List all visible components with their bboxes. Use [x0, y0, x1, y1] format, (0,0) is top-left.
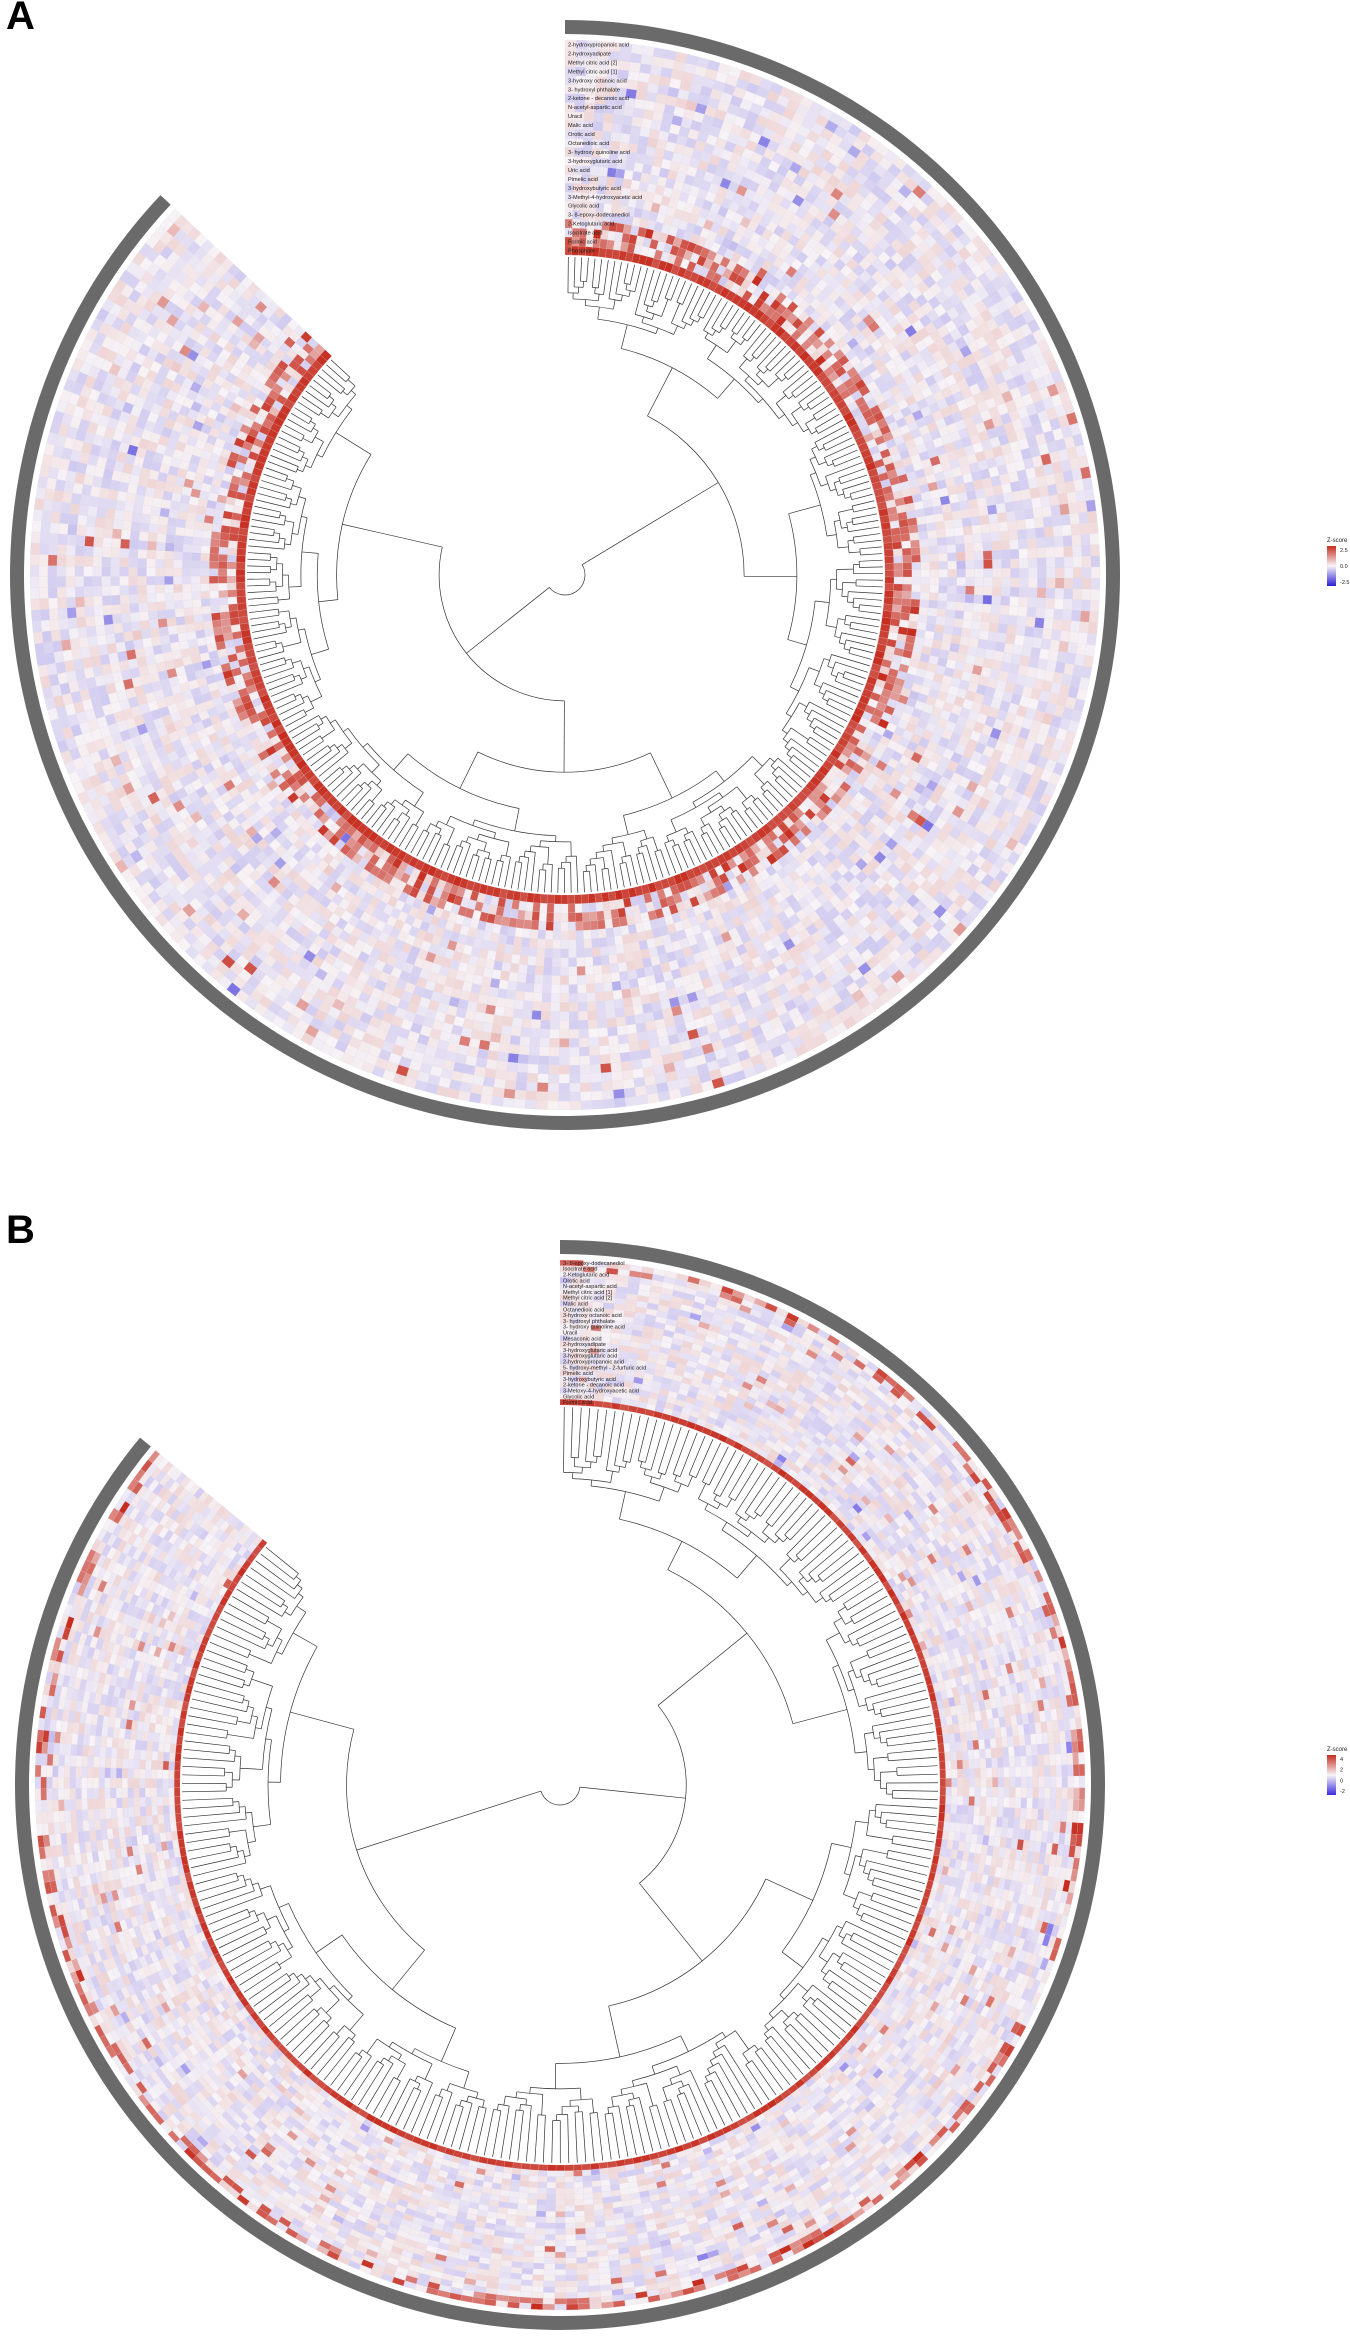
row-label: Malic acid — [563, 1302, 588, 1308]
row-label: 3-Methyl-4-hydroxyacetic acid — [568, 195, 642, 201]
panel-letter-a: A — [6, 0, 35, 38]
row-label: Uracil — [563, 1331, 577, 1337]
row-label: 2-hydroxypropanoic acid — [563, 1360, 624, 1366]
row-label: 5- hydroxy-methyl - 2-furfuric acid — [563, 1365, 646, 1371]
legend-tick: 0.0 — [1340, 564, 1348, 570]
legend-tick: 4 — [1340, 1757, 1343, 1763]
row-label: Isocitrate acid — [563, 1267, 598, 1273]
row-label: Malic acid — [568, 123, 593, 129]
legend-colorbar — [1327, 546, 1336, 586]
row-label: 3-hydroxyglutaric acid — [568, 159, 622, 165]
row-labels: 2-hydroxypropanoic acid 2-hydroxyadipate M… — [568, 43, 642, 255]
legend-title: Z-score — [1327, 538, 1348, 544]
row-label: Isocitrate acid — [568, 231, 603, 237]
row-label: Orotic acid — [568, 132, 595, 138]
row-label: Pimelic acid — [568, 177, 598, 183]
row-label: 2-ketone - decanoic acid — [563, 1383, 624, 1389]
row-label: Formic acid — [568, 240, 597, 246]
row-label: Uric acid — [568, 168, 590, 174]
row-label: 2-Ketoglutaric acid — [568, 222, 614, 228]
row-label: N-acetyl-aspartic acid — [568, 105, 622, 111]
row-label: Methyl citric acid [1] — [568, 69, 618, 75]
row-label: 2-hydroxypropanoic acid — [568, 43, 629, 49]
row-label: 3-hydroxybutyric acid — [563, 1377, 616, 1383]
row-label: 2-Ketoglutaric acid — [563, 1273, 609, 1279]
row-label: Octanedioic acid — [568, 141, 609, 147]
legend-tick: -2 — [1340, 1789, 1345, 1795]
row-label: 2-hydroxyadipate — [568, 51, 611, 57]
row-label: 3- hydroxyl phthalate — [563, 1319, 615, 1325]
legend-title: Z-score — [1327, 1747, 1348, 1753]
row-label: Methyl citric acid [2] — [563, 1296, 613, 1302]
row-label: 3-hydroxybutyric acid — [568, 186, 621, 192]
row-label: 2-ketone - decanoic acid — [568, 96, 629, 102]
dendrogram — [181, 1407, 938, 2164]
row-label: 3-Metoxy-4-hydroxyacetic acid — [563, 1389, 639, 1395]
row-label: 3-hydroxy octanoic acid — [563, 1313, 622, 1319]
heatmap-cells — [29, 39, 1101, 1111]
row-label: 3- hydroxy quinoline acid — [568, 150, 630, 156]
dendrogram — [247, 257, 884, 894]
panel-letter-b: B — [6, 1208, 35, 1252]
zscore-legend: Z-score 4 2 0 -2 — [1327, 1747, 1348, 1795]
row-label: 3-hydroxyglutaric acid — [563, 1348, 617, 1354]
row-label: Uracil — [568, 114, 582, 120]
legend-tick: 2.5 — [1340, 548, 1348, 554]
row-label: 3-hydroxyglutaric acid — [563, 1354, 617, 1360]
heatmap-cells — [34, 1259, 1086, 2311]
row-label: Methyl citric acid [1] — [563, 1290, 613, 1296]
legend-colorbar — [1327, 1755, 1336, 1795]
circular-heatmap-a: 2-hydroxypropanoic acid 2-hydroxyadipate M… — [10, 20, 1349, 1130]
row-label: Methyl citric acid [2] — [568, 60, 618, 66]
legend-tick: -2.5 — [1340, 580, 1349, 586]
panel-b: B 3- 8-epoxy-dodecanediol Isocitrate acid… — [0, 1170, 1350, 2340]
legend-tick: 0 — [1340, 1778, 1343, 1784]
row-label: Octanedioic acid — [563, 1307, 604, 1313]
row-label: 3- 8-epoxy-dodecanediol — [563, 1261, 625, 1267]
row-label: 3- 8-epoxy-dodecanediol — [568, 213, 630, 219]
legend-tick: 2 — [1340, 1768, 1343, 1774]
row-label: 2-hydroxyadipate — [563, 1342, 606, 1348]
row-label: Orotic acid — [563, 1278, 590, 1284]
row-label: 3- hydroxyl phthalate — [568, 87, 620, 93]
zscore-legend: Z-score 2.5 0.0 -2.5 — [1327, 538, 1349, 586]
row-label: Phosphate — [568, 249, 595, 255]
row-label: Glycolic acid — [568, 204, 599, 210]
row-label: Pimelic acid — [563, 1371, 593, 1377]
row-label: N-acetyl-aspartic acid — [563, 1284, 617, 1290]
row-label: Mesaconic acid — [563, 1336, 602, 1342]
row-label: Glycolic acid — [563, 1394, 594, 1400]
row-label: Formic acid — [563, 1400, 592, 1406]
row-label: 3- hydroxy quinoline acid — [563, 1325, 625, 1331]
panel-a: A 2-hydroxypropanoic acid 2-hydroxyadipat… — [0, 0, 1350, 1160]
row-label: 3-hydroxy octanoic acid — [568, 78, 627, 84]
